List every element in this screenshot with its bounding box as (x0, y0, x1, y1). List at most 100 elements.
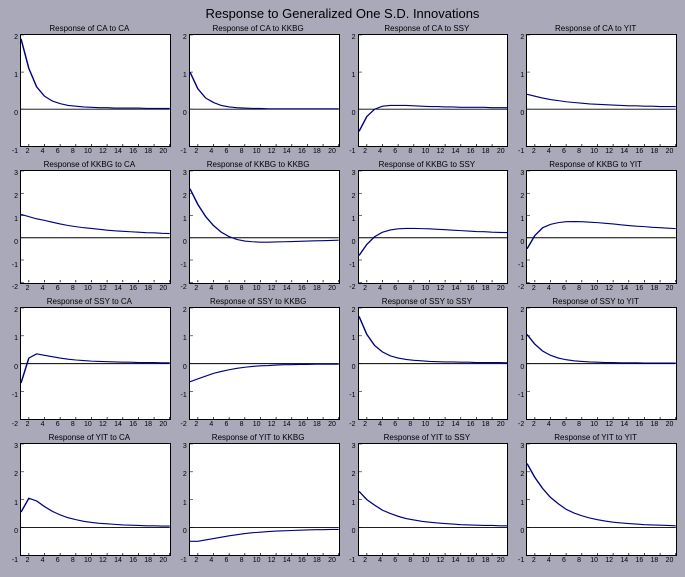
subplot: Response of CA to SSY210-1 2468101214161… (346, 23, 509, 155)
y-tick: -1 (177, 392, 187, 399)
series-line (21, 39, 170, 109)
x-tick: 2 (526, 557, 541, 564)
y-tick: 3 (177, 170, 187, 177)
plot-area (526, 307, 677, 420)
plot-area (189, 34, 340, 147)
x-axis: 2468101214161820 (358, 284, 509, 292)
x-tick: 8 (65, 557, 80, 564)
x-tick: 12 (602, 557, 617, 564)
subplot: Response of KKBG to CA3210-1-2 246810121… (8, 159, 171, 291)
x-tick: 10 (80, 285, 95, 292)
y-axis: 3210-1 (177, 443, 189, 564)
x-tick: 6 (50, 285, 65, 292)
y-tick: 0 (8, 528, 18, 535)
y-tick: -1 (346, 262, 356, 269)
y-tick: 2 (514, 471, 524, 478)
x-tick: 8 (403, 421, 418, 428)
y-tick: 1 (346, 335, 356, 342)
x-tick: 14 (448, 421, 463, 428)
x-tick: 18 (309, 148, 324, 155)
x-tick: 14 (448, 285, 463, 292)
x-tick: 16 (632, 421, 647, 428)
y-axis: 3210-1 (514, 443, 526, 564)
plot-area (358, 34, 509, 147)
x-tick: 2 (189, 557, 204, 564)
x-tick: 8 (65, 148, 80, 155)
y-axis: 210-1-2 (8, 307, 20, 428)
x-tick: 14 (110, 148, 125, 155)
y-tick: 3 (514, 443, 524, 450)
x-tick: 2 (189, 148, 204, 155)
x-tick: 14 (617, 421, 632, 428)
x-tick: 2 (358, 148, 373, 155)
x-tick: 12 (95, 285, 110, 292)
x-tick: 18 (647, 557, 662, 564)
x-tick: 16 (294, 148, 309, 155)
y-tick: 1 (514, 500, 524, 507)
series-line (190, 72, 339, 109)
x-tick: 10 (587, 148, 602, 155)
panel-title: Response of YIT to YIT (514, 432, 677, 443)
y-axis: 3210-1 (8, 443, 20, 564)
x-tick: 6 (219, 148, 234, 155)
x-tick: 8 (571, 421, 586, 428)
y-tick: -1 (514, 148, 524, 155)
y-tick: 2 (177, 34, 187, 41)
y-tick: 2 (8, 307, 18, 314)
x-tick: 10 (418, 557, 433, 564)
plot-area (358, 443, 509, 556)
panel-title: Response of KKBG to KKBG (177, 159, 340, 170)
panel-title: Response of KKBG to CA (8, 159, 171, 170)
x-tick: 18 (478, 421, 493, 428)
x-tick: 16 (632, 557, 647, 564)
y-tick: 2 (514, 307, 524, 314)
y-tick: -2 (346, 284, 356, 291)
y-tick: -2 (8, 421, 18, 428)
x-tick: 16 (463, 148, 478, 155)
y-tick: 2 (346, 471, 356, 478)
y-tick: 2 (8, 193, 18, 200)
y-tick: 0 (177, 528, 187, 535)
x-tick: 14 (617, 557, 632, 564)
x-tick: 2 (526, 285, 541, 292)
y-tick: -1 (8, 392, 18, 399)
x-tick: 4 (35, 148, 50, 155)
x-tick: 10 (587, 557, 602, 564)
y-tick: 2 (514, 34, 524, 41)
y-tick: 2 (8, 34, 18, 41)
subplot: Response of KKBG to YIT3210-1-2 24681012… (514, 159, 677, 291)
x-tick: 4 (541, 285, 556, 292)
y-tick: 0 (8, 364, 18, 371)
x-tick: 6 (219, 557, 234, 564)
y-tick: 0 (177, 239, 187, 246)
x-tick: 8 (65, 421, 80, 428)
x-tick: 10 (587, 421, 602, 428)
x-tick: 20 (324, 421, 339, 428)
x-tick: 20 (156, 421, 171, 428)
x-axis: 2468101214161820 (526, 556, 677, 564)
y-tick: -1 (177, 148, 187, 155)
plot-area (20, 307, 171, 420)
y-tick: 0 (514, 110, 524, 117)
x-tick: 18 (478, 148, 493, 155)
panel-title: Response of YIT to SSY (346, 432, 509, 443)
x-tick: 20 (493, 148, 508, 155)
y-tick: -1 (514, 262, 524, 269)
x-tick: 6 (219, 421, 234, 428)
x-tick: 2 (526, 148, 541, 155)
panel-title: Response of SSY to CA (8, 296, 171, 307)
x-tick: 14 (448, 557, 463, 564)
y-tick: 2 (177, 307, 187, 314)
x-tick: 6 (388, 421, 403, 428)
x-tick: 18 (141, 557, 156, 564)
y-tick: 2 (177, 471, 187, 478)
x-tick: 18 (141, 148, 156, 155)
series-line (190, 189, 339, 242)
x-tick: 20 (324, 557, 339, 564)
series-line (527, 463, 676, 525)
x-tick: 10 (587, 285, 602, 292)
x-tick: 4 (373, 148, 388, 155)
x-tick: 18 (309, 421, 324, 428)
y-tick: 1 (346, 72, 356, 79)
x-tick: 18 (141, 421, 156, 428)
